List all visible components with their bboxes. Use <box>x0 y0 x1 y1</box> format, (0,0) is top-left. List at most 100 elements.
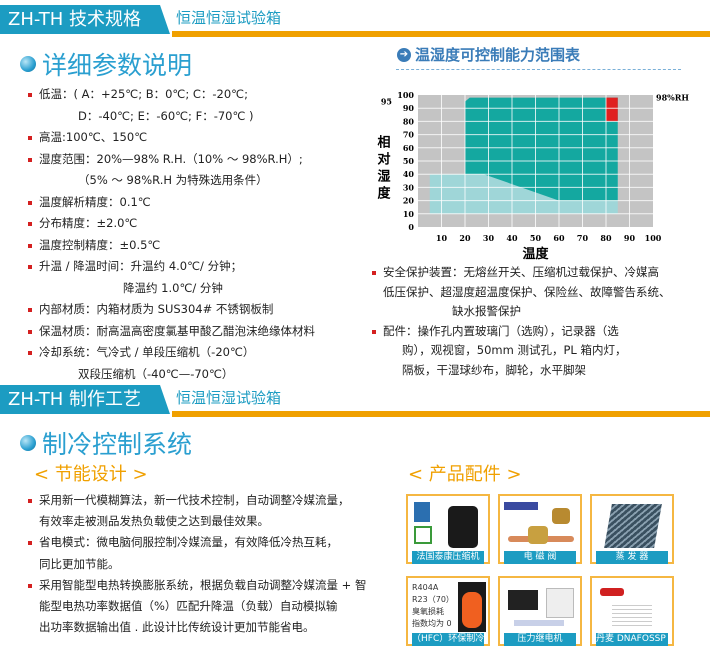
part-label: 丹麦 DNAFOSSP 品牌 <box>596 633 668 646</box>
energy-list: 采用新一代模糊算法，新一代技术控制，自动调整冷媒流量， 有效率走被测品发热负载使之… <box>28 490 398 638</box>
ball-bullet-icon <box>20 435 36 451</box>
list-item: 温度控制精度：±0.5℃ <box>28 235 388 257</box>
part-label: 法国泰康压缩机 <box>412 551 484 564</box>
list-item: 双段压缩机（-40℃—-70℃） <box>78 366 234 381</box>
header-tag: ZH-TH 技术规格 <box>0 5 170 34</box>
refrigerant-text: 指数均为 0 <box>412 619 452 628</box>
list-item: 采用新一代模糊算法，新一代技术控制，自动调整冷媒流量， <box>28 490 398 511</box>
arrow-right-icon: ➔ <box>397 47 411 62</box>
y-tick-label: 0 <box>408 222 414 232</box>
section-title-refrigeration: 制冷控制系统 <box>20 425 192 461</box>
list-item: 分布精度：±2.0℃ <box>28 213 388 235</box>
part-label: （HFC）环保制冷剂 <box>412 633 484 646</box>
y-tick-label: 50 <box>403 156 415 166</box>
list-item: 升温 / 降温时间：升温约 4.0℃/ 分钟； <box>28 256 388 278</box>
list-item: 能型电热功率数据值（%）匹配升降温（负载）自动模拟输 <box>39 599 338 614</box>
refrigerant-text: 臭氧损耗 <box>412 607 444 616</box>
danfoss-image <box>612 602 652 628</box>
part-label: 压力继电机 <box>504 633 576 646</box>
list-item: 温度解析精度：0.1℃ <box>28 192 388 214</box>
list-item: 低压保护、超湿度超温度保护、保险丝、故障警告系统、 <box>383 284 671 299</box>
x-tick-label: 80 <box>600 233 612 243</box>
part-solenoid-valve: 电 磁 阀 <box>498 494 582 564</box>
list-item: 湿度范围：20%—98% R.H.（10% ～ 98%R.H）; <box>28 149 388 171</box>
x-tick-label: 30 <box>483 233 495 243</box>
part-pressure-relay: 压力继电机 <box>498 576 582 646</box>
compressor-image <box>414 526 432 544</box>
list-item: 出功率数据输出值 . 此设计比传统设计更加节能省电。 <box>39 620 315 635</box>
header-bar-craft: ZH-TH 制作工艺 恒温恒湿试验箱 <box>0 385 710 417</box>
spec-list: 低温：( A：+25℃; B：0℃; C：-20℃; D：-40℃; E：-60℃… <box>28 84 388 385</box>
danfoss-image <box>600 588 624 596</box>
y-tick-label: 30 <box>403 182 415 192</box>
x-tick-label: 40 <box>506 233 518 243</box>
compressor-image <box>414 502 430 522</box>
header-tag: ZH-TH 制作工艺 <box>0 385 170 414</box>
header-subtitle: 恒温恒湿试验箱 <box>176 9 282 27</box>
y-tick-label: 95 <box>381 97 392 107</box>
region-2 <box>606 97 618 122</box>
list-item: 配件：操作孔内置玻璃门（选购），记录器（选 <box>372 322 702 342</box>
header-divider <box>172 31 710 37</box>
x-tick-label: 20 <box>459 233 471 243</box>
y-tick-label: 10 <box>403 209 415 219</box>
list-item: 降温约 1.0℃/ 分钟 <box>123 280 223 295</box>
x-tick-label: 10 <box>436 233 448 243</box>
refrigerant-text: R404A <box>412 583 439 592</box>
y-axis-label: 相对湿度 <box>375 134 391 203</box>
x-tick-label: 50 <box>530 233 542 243</box>
list-item: 安全保护装置：无熔丝开关、压缩机过载保护、冷媒高 <box>372 263 702 283</box>
solenoid-valve-image <box>552 508 570 524</box>
y-tick-label: 20 <box>403 196 415 206</box>
list-item: 内部材质：内箱材质为 SUS304# 不锈钢板制 <box>28 299 388 321</box>
list-item: 高温:100℃、150℃ <box>28 127 388 149</box>
x-tick-label: 90 <box>624 233 636 243</box>
chart-title: ➔ 温湿度可控制能力范围表 <box>397 44 580 65</box>
list-item: 购），观视窗，50mm 测试孔，PL 箱内灯， <box>402 343 627 357</box>
safety-notes: 安全保护装置：无熔丝开关、压缩机过载保护、冷媒高 低压保护、超湿度超温度保护、保险… <box>372 263 702 380</box>
y-tick-label: 70 <box>403 130 415 140</box>
humidity-temperature-chart: 10 20 30 40 50 60 70 80 90 100 0 10 20 30 40 50 60 70 80 90… <box>375 90 690 260</box>
list-item: 省电模式：微电脑伺服控制冷媒流量，有效降低冷热互耗， <box>28 532 398 553</box>
x-tick-label: 60 <box>553 233 565 243</box>
section-title-specs: 详细参数说明 <box>20 46 192 82</box>
pressure-relay-image <box>514 620 564 626</box>
part-evaporator: 蒸 发 器 <box>590 494 674 564</box>
x-tick-label: 100 <box>645 233 662 243</box>
list-item: 同比更加节能。 <box>39 556 120 571</box>
pressure-relay-image <box>508 590 538 610</box>
part-danfoss: 丹麦 DNAFOSSP 品牌 <box>590 576 674 646</box>
pressure-relay-image <box>546 588 574 618</box>
parts-grid: 法国泰康压缩机 电 磁 阀 蒸 发 器 R404A R23（70） 臭氧损耗指数均为 0 （… <box>406 494 674 646</box>
parts-title: < 产品配件 > <box>408 464 522 485</box>
list-item: 保温材质：耐高温高密度氯基甲酸乙醋泡沫绝缘体材料 <box>28 321 388 343</box>
y-tick-label: 100 <box>397 90 414 100</box>
y-tick-label: 40 <box>403 169 415 179</box>
list-item: D：-40℃; E：-60℃; F：-70℃ ) <box>78 108 254 123</box>
x-axis-label: 温度 <box>522 246 549 260</box>
list-item: 低温：( A：+25℃; B：0℃; C：-20℃; <box>28 84 388 106</box>
header-subtitle: 恒温恒湿试验箱 <box>176 389 282 407</box>
y-tick-label: 90 <box>403 103 415 113</box>
annotation-98rh: 98%RH <box>656 93 689 103</box>
y-tick-label: 80 <box>403 116 415 126</box>
part-compressor: 法国泰康压缩机 <box>406 494 490 564</box>
refrigerant-text: R23（70） <box>412 595 454 604</box>
refrigerant-image <box>462 592 482 628</box>
list-item: 有效率走被测品发热负载使之达到最佳效果。 <box>39 514 269 529</box>
part-label: 电 磁 阀 <box>504 551 576 564</box>
section-title-text: 详细参数说明 <box>42 51 193 80</box>
y-tick-label: 60 <box>403 143 415 153</box>
section-title-text: 制冷控制系统 <box>42 430 193 459</box>
list-item: 隔板，干湿球纱布，脚轮，水平脚架 <box>402 362 586 377</box>
ball-bullet-icon <box>20 56 36 72</box>
list-item: （5% ～ 98%R.H 为特殊选用条件） <box>78 173 268 187</box>
solenoid-valve-image <box>528 526 548 544</box>
header-bar-specs: ZH-TH 技术规格 恒温恒湿试验箱 <box>0 5 710 37</box>
list-item: 采用智能型电热转换膨胀系统，根据负载自动调整冷媒流量 + 智 <box>28 575 398 596</box>
list-item: 缺水报警保护 <box>452 304 521 318</box>
energy-title: < 节能设计 > <box>34 464 148 485</box>
list-item: 冷却系统：气冷式 / 单段压缩机（-20℃） <box>28 342 388 364</box>
header-divider <box>172 411 710 417</box>
